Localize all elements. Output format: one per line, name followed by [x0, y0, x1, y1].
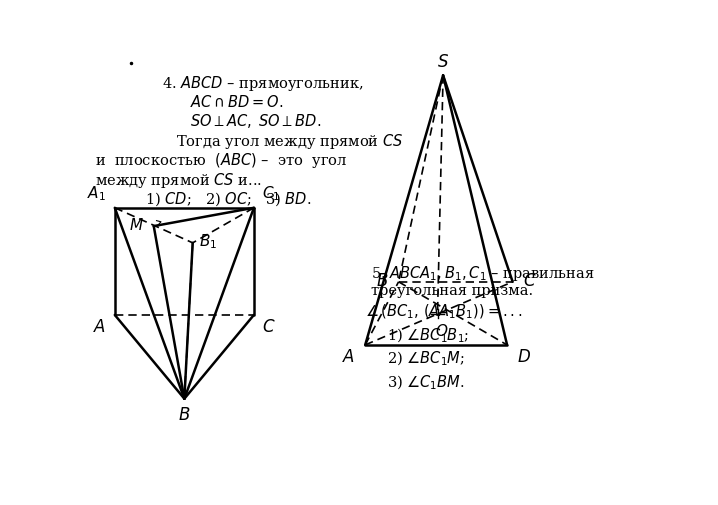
- Text: 2) $\angle BC_1M$;: 2) $\angle BC_1M$;: [388, 349, 465, 368]
- Text: $B_1$: $B_1$: [200, 232, 218, 251]
- Text: $S$: $S$: [437, 53, 449, 71]
- Text: $A$: $A$: [93, 317, 106, 335]
- Text: 4. $ABCD$ – прямоугольник,: 4. $ABCD$ – прямоугольник,: [162, 74, 363, 93]
- Text: $C$: $C$: [262, 317, 276, 335]
- Text: $D$: $D$: [517, 347, 531, 365]
- Text: $AC \cap BD = O.$: $AC \cap BD = O.$: [190, 93, 283, 110]
- Text: $C$: $C$: [523, 271, 536, 289]
- Text: $C_1$: $C_1$: [262, 184, 281, 203]
- Text: 1) $\angle BC_1B_1$;: 1) $\angle BC_1B_1$;: [388, 326, 470, 344]
- Text: $A$: $A$: [342, 347, 355, 365]
- Text: Тогда угол между прямой $CS$: Тогда угол между прямой $CS$: [176, 131, 404, 150]
- Text: $A_1$: $A_1$: [88, 184, 106, 203]
- Text: 5. $ABCA_1, B_1, C_1$ – правильная: 5. $ABCA_1, B_1, C_1$ – правильная: [370, 264, 595, 282]
- Text: $O$: $O$: [435, 322, 449, 338]
- Text: $B$: $B$: [376, 271, 388, 289]
- Text: $SO \perp AC, \; SO \perp BD.$: $SO \perp AC, \; SO \perp BD.$: [190, 112, 321, 130]
- Text: и  плоскостью  $(ABC)$ –  это  угол: и плоскостью $(ABC)$ – это угол: [95, 151, 348, 170]
- Text: между прямой $CS$ и...: между прямой $CS$ и...: [95, 170, 262, 189]
- Text: $B$: $B$: [178, 405, 190, 423]
- Text: $\angle \, (BC_1, \, (AA_1B_1)) = ...$: $\angle \, (BC_1, \, (AA_1B_1)) = ...$: [365, 302, 523, 321]
- Text: $M$: $M$: [129, 217, 144, 233]
- Text: 1) $CD$;   2) $OC$;   3) $BD$.: 1) $CD$; 2) $OC$; 3) $BD$.: [145, 190, 312, 208]
- Text: 3) $\angle C_1BM$.: 3) $\angle C_1BM$.: [388, 373, 465, 391]
- Text: треугольная призма.: треугольная призма.: [370, 283, 533, 297]
